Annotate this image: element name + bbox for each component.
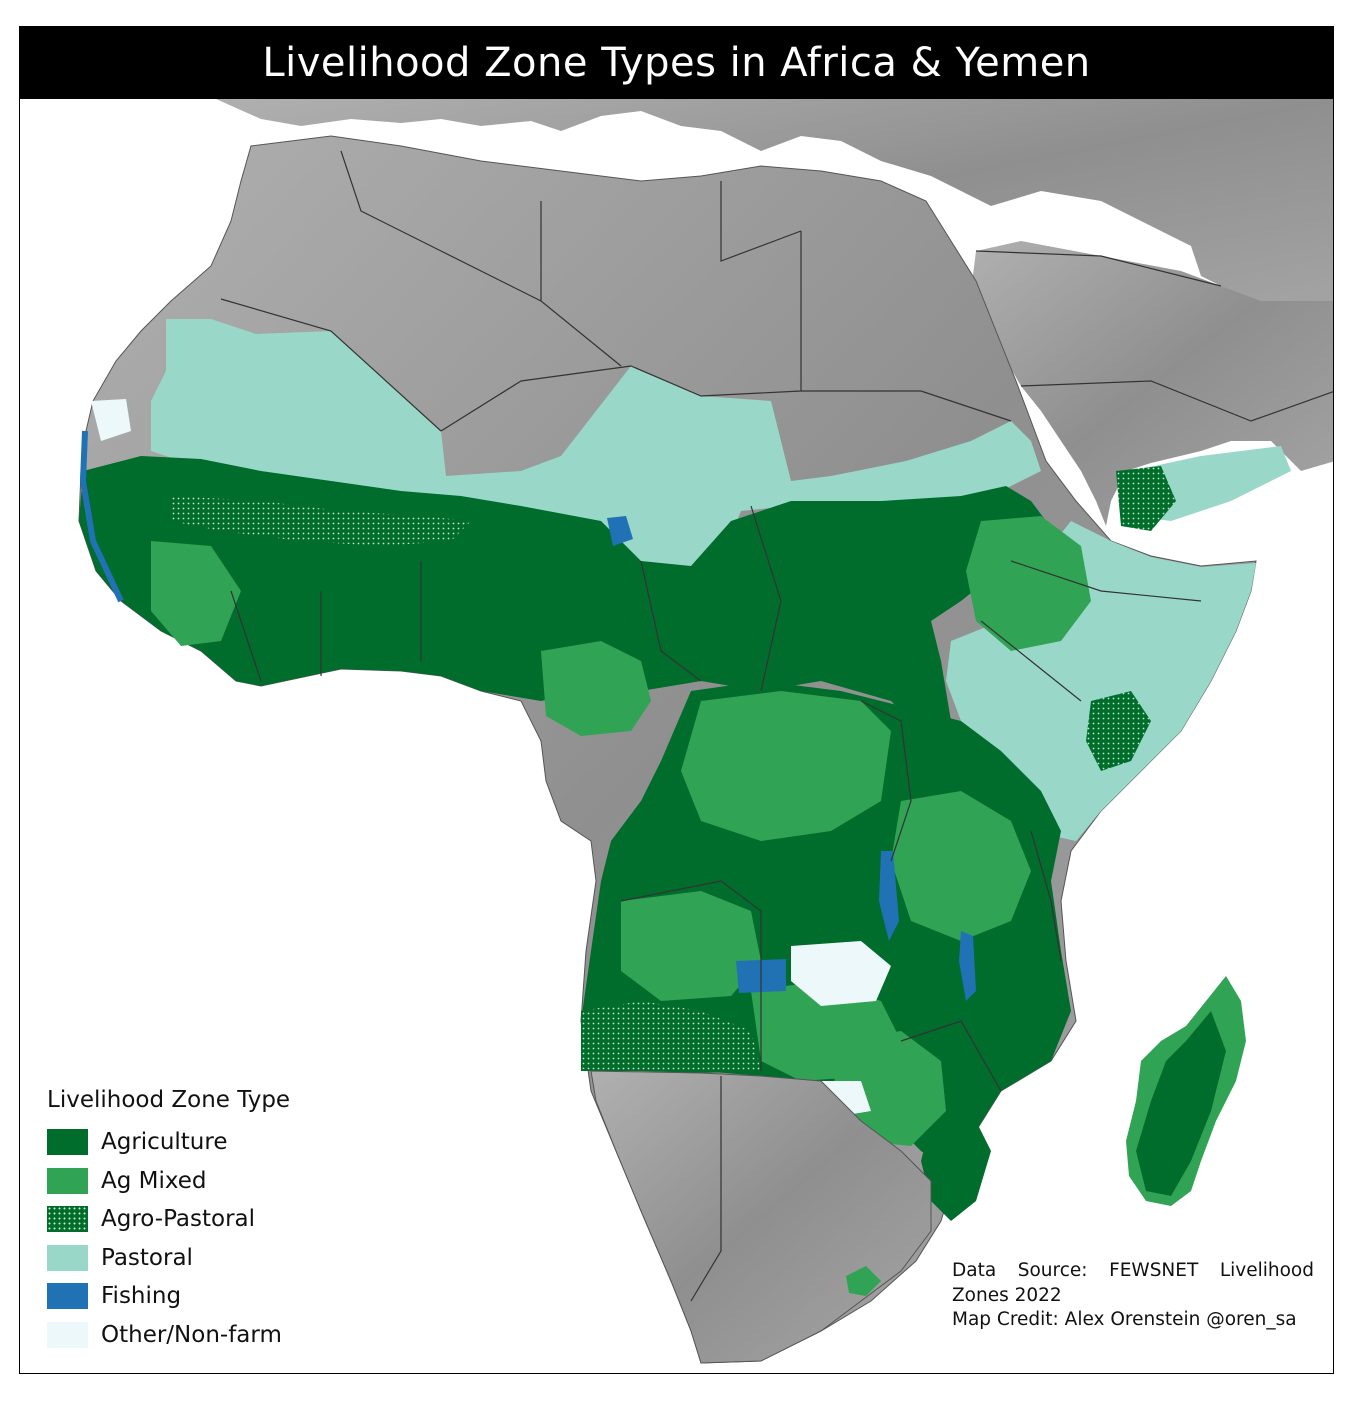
legend-label-pastoral: Pastoral xyxy=(101,1244,193,1271)
zone-agmixed-congo xyxy=(681,691,891,841)
zone-agmixed-gulf xyxy=(541,641,651,736)
zone-fishing-coast xyxy=(79,430,124,603)
zone-agropastoral-angola xyxy=(581,1001,761,1073)
legend-item-ag-mixed: Ag Mixed xyxy=(47,1162,347,1201)
zone-agriculture-mozambique xyxy=(921,1111,991,1221)
legend-label-ag-mixed: Ag Mixed xyxy=(101,1167,207,1194)
data-source-text: Data Source: FEWSNET Livelihood Zones 20… xyxy=(952,1260,1314,1306)
zone-other-zambia xyxy=(791,941,891,1006)
zone-fishing-chad xyxy=(607,516,633,546)
map-title: Livelihood Zone Types in Africa & Yemen xyxy=(20,27,1333,99)
zone-agropastoral-yemen xyxy=(1116,466,1176,531)
legend-swatch-ag-mixed xyxy=(47,1167,88,1194)
madagascar-agriculture xyxy=(1136,1011,1226,1196)
zone-agmixed-angola xyxy=(621,891,761,1001)
country-borders xyxy=(220,150,1333,1302)
zone-agropastoral-kenya xyxy=(1086,691,1151,771)
map-canvas xyxy=(78,99,1333,1364)
legend-item-agriculture: Agriculture xyxy=(47,1123,347,1162)
map-credits: Data Source: FEWSNET Livelihood Zones 20… xyxy=(952,1259,1314,1333)
map-frame: Livelihood Zone Types in Africa & Yemen xyxy=(19,26,1334,1374)
legend-swatch-pastoral xyxy=(47,1244,88,1271)
zone-fishing-malawi xyxy=(959,931,976,1001)
legend-label-other-non-farm: Other/Non-farm xyxy=(101,1321,282,1348)
europe-landmass xyxy=(216,99,1333,321)
legend-item-fishing: Fishing xyxy=(47,1277,347,1316)
legend-label-agriculture: Agriculture xyxy=(101,1129,228,1156)
zone-agmixed-ethiopia xyxy=(966,516,1091,651)
arabia-landmass xyxy=(971,241,1333,526)
map-legend: Livelihood Zone Type Agriculture Ag Mixe… xyxy=(47,1087,347,1354)
legend-item-agro-pastoral: Agro-Pastoral xyxy=(47,1200,347,1239)
zone-agmixed-guinea xyxy=(151,541,241,646)
legend-swatch-agriculture xyxy=(47,1129,88,1156)
zone-agmixed-east xyxy=(891,791,1031,941)
legend-title: Livelihood Zone Type xyxy=(47,1087,291,1113)
zone-agmixed-zimbabwe xyxy=(831,1031,946,1146)
zone-agropastoral-sahel xyxy=(171,496,471,546)
zone-other-botswana xyxy=(821,1081,871,1116)
legend-swatch-other-non-farm xyxy=(47,1321,88,1348)
legend-item-other-non-farm: Other/Non-farm xyxy=(47,1316,347,1355)
legend-swatch-fishing xyxy=(47,1283,88,1310)
zone-other-mauritania xyxy=(91,399,131,441)
legend-swatch-agro-pastoral xyxy=(47,1206,88,1233)
southern-africa-relief xyxy=(590,1070,932,1364)
map-credit-text: Map Credit: Alex Orenstein @oren_sa xyxy=(952,1309,1297,1330)
zone-agmixed-lesotho xyxy=(846,1266,881,1296)
legend-item-pastoral: Pastoral xyxy=(47,1239,347,1278)
zone-pastoral-sahel xyxy=(151,319,1041,576)
legend-label-fishing: Fishing xyxy=(101,1283,182,1310)
legend-label-agro-pastoral: Agro-Pastoral xyxy=(101,1206,256,1233)
zone-fishing-tanganyika xyxy=(879,851,899,941)
